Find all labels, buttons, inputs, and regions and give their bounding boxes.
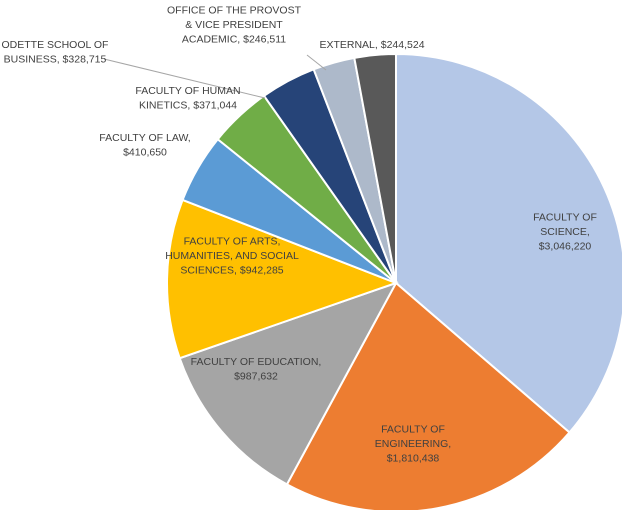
data-label-line: FACULTY OF ARTS, bbox=[184, 236, 281, 248]
data-label-line: $1,810,438 bbox=[387, 453, 440, 465]
pie-slices bbox=[166, 52, 622, 510]
leader-line bbox=[306, 54, 327, 71]
data-label-line: ENGINEERING, bbox=[375, 438, 451, 450]
data-labels: FACULTY OF SCIENCE, $3,046,220 FACULTY OF EN… bbox=[2, 5, 597, 465]
data-label: ODETTE SCHOOL OF BUSINESS, $328,715 bbox=[2, 39, 109, 66]
data-label-line: OFFICE OF THE PROVOST bbox=[167, 5, 302, 17]
pie-slice-faculty-of-arts-humanities-and-social-sciences bbox=[166, 198, 399, 360]
data-label: FACULTY OF EDUCATION, $987,632 bbox=[191, 356, 322, 383]
data-label-line: FACULTY OF bbox=[533, 212, 597, 224]
data-label-line: FACULTY OF bbox=[381, 424, 445, 436]
data-label-line: EXTERNAL, $244,524 bbox=[319, 39, 424, 51]
data-label-line: $987,632 bbox=[234, 370, 278, 382]
data-label-line: ACADEMIC, $246,511 bbox=[182, 34, 286, 46]
leader-lines bbox=[103, 54, 327, 99]
data-label-line: FACULTY OF HUMAN bbox=[135, 85, 240, 97]
data-label-line: SCIENCE, bbox=[540, 226, 590, 238]
data-label-line: FACULTY OF LAW, bbox=[99, 132, 190, 144]
data-label-line: $3,046,220 bbox=[539, 241, 592, 253]
pie-slice-faculty-of-education bbox=[178, 281, 399, 486]
data-label: FACULTY OF SCIENCE, $3,046,220 bbox=[533, 212, 597, 253]
data-label: EXTERNAL, $244,524 bbox=[319, 39, 424, 51]
data-label-line: ODETTE SCHOOL OF bbox=[2, 39, 109, 51]
data-label-line: BUSINESS, $328,715 bbox=[4, 53, 107, 65]
data-label-line: $410,650 bbox=[123, 146, 167, 158]
data-label-line: SCIENCES, $942,285 bbox=[180, 265, 283, 277]
data-label-line: KINETICS, $371,044 bbox=[139, 99, 237, 111]
data-label-line: & VICE PRESIDENT bbox=[185, 19, 283, 31]
data-label: FACULTY OF ENGINEERING, $1,810,438 bbox=[375, 424, 451, 465]
pie-slice-faculty-of-engineering bbox=[285, 281, 571, 510]
leader-line bbox=[103, 58, 266, 99]
data-label: OFFICE OF THE PROVOST & VICE PRESIDENT ACA… bbox=[167, 5, 302, 46]
data-label-line: HUMANITIES, AND SOCIAL bbox=[165, 250, 299, 262]
pie-slice-faculty-of-science bbox=[395, 52, 622, 434]
data-label: FACULTY OF LAW, $410,650 bbox=[99, 132, 190, 159]
data-label: FACULTY OF ARTS, HUMANITIES, AND SOCIAL SC… bbox=[165, 236, 299, 277]
data-label: FACULTY OF HUMAN KINETICS, $371,044 bbox=[135, 85, 240, 112]
data-label-line: FACULTY OF EDUCATION, bbox=[191, 356, 322, 368]
pie-slice-external bbox=[353, 52, 397, 284]
